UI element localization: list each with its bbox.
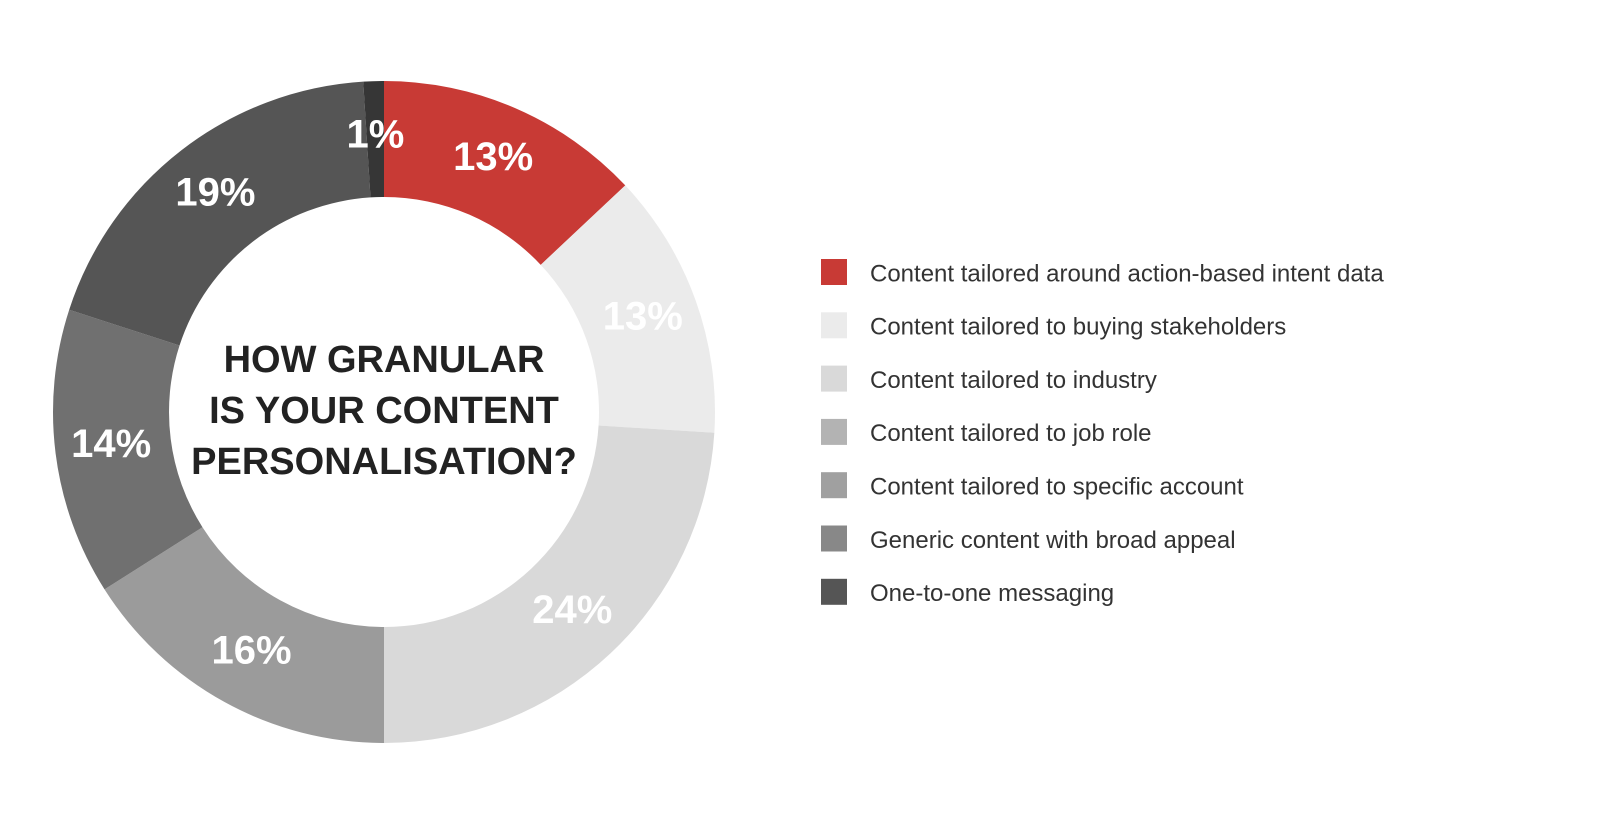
slice	[53, 309, 203, 590]
slice	[384, 81, 626, 265]
slice-label: 13%	[453, 135, 533, 179]
chart-title: HOW GRANULAR	[224, 339, 545, 381]
legend-label: One-to-one messaging	[870, 580, 1114, 607]
legend-label: Generic content with broad appeal	[870, 527, 1236, 554]
chart-title: PERSONALISATION?	[191, 441, 577, 483]
legend-swatch	[821, 365, 847, 392]
legend-label: Content tailored to industry	[870, 367, 1157, 394]
slice-label: 19%	[175, 170, 255, 214]
slice	[69, 81, 371, 346]
legend-swatch	[821, 472, 847, 499]
slice-label: 14%	[71, 422, 151, 466]
slice-label: 24%	[532, 588, 612, 632]
slice	[384, 425, 715, 743]
legend-swatch	[821, 578, 847, 605]
chart-title: IS YOUR CONTENT	[209, 390, 559, 432]
legend-label: Content tailored to job role	[870, 420, 1152, 447]
legend-label: Content tailored to buying stakeholders	[870, 314, 1286, 341]
legend-swatch	[821, 259, 847, 285]
legend-swatch	[821, 312, 847, 339]
slice-label: 13%	[603, 294, 683, 338]
legend-label: Content tailored to specific account	[870, 474, 1244, 501]
slice	[104, 527, 384, 743]
legend-label: Content tailored around action-based int…	[870, 260, 1384, 287]
slice	[540, 185, 716, 433]
slice	[363, 81, 384, 198]
slice-label: 16%	[211, 629, 291, 673]
legend-swatch	[821, 418, 847, 445]
slice-label: 1%	[346, 113, 404, 157]
legend-swatch	[821, 525, 847, 552]
